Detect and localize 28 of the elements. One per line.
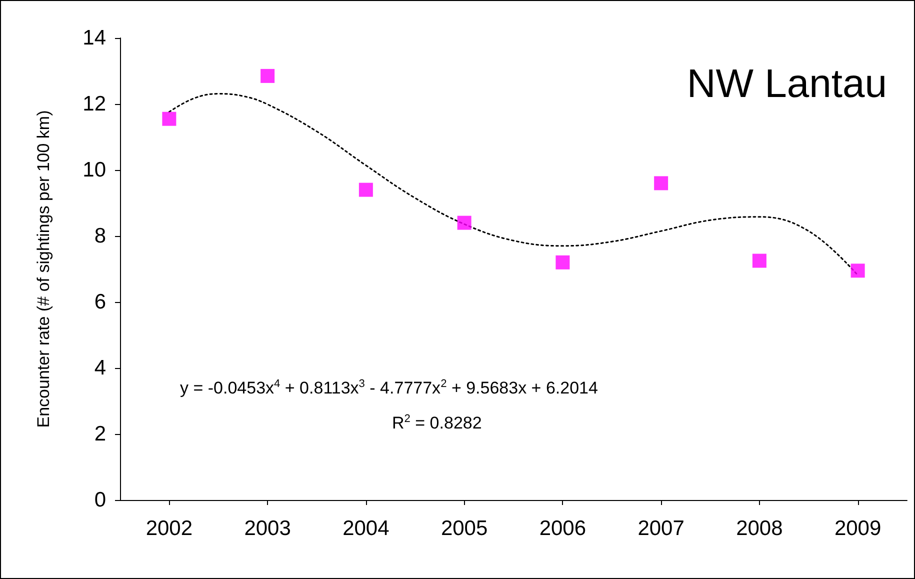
x-tick-label: 2004 [342, 517, 390, 540]
annotation: R$^{2}$ = 0.8282 [392, 413, 482, 434]
y-tick-label: 2 [94, 422, 106, 446]
x-tick-label: 2005 [440, 517, 488, 540]
point [654, 176, 668, 190]
x-tick-label: 2008 [736, 517, 783, 540]
y-axis-title: Encounter rate (# of sightings per 100 km) [34, 110, 53, 428]
y-tick-label: 6 [94, 290, 106, 314]
point [457, 216, 472, 230]
y-tick-label: 0 [94, 488, 106, 512]
point [358, 182, 373, 197]
point [850, 264, 865, 278]
annotation: y = -0.0453x$^{4}$ + 0.8113x$^{3}$ - 4.7777x$^{2}$ + 9.5683x + 6.2014 [180, 378, 598, 399]
point [556, 255, 570, 270]
x-tick-label: 2006 [539, 517, 586, 540]
point [260, 68, 275, 83]
x-tick-label: 2007 [638, 517, 684, 540]
x-tick-label: 2003 [244, 517, 291, 540]
y-tick-label: 12 [82, 92, 106, 116]
y-tick-label: 14 [82, 26, 106, 50]
x-tick-label: 2009 [834, 517, 882, 540]
x-tick-label: 2002 [146, 517, 193, 540]
y-tick-label: 10 [82, 158, 106, 182]
y-tick-label: 8 [94, 224, 106, 248]
y-tick-label: 4 [94, 356, 106, 380]
annotation: NW Lantau [686, 62, 887, 107]
point [162, 112, 176, 126]
point [752, 254, 766, 268]
